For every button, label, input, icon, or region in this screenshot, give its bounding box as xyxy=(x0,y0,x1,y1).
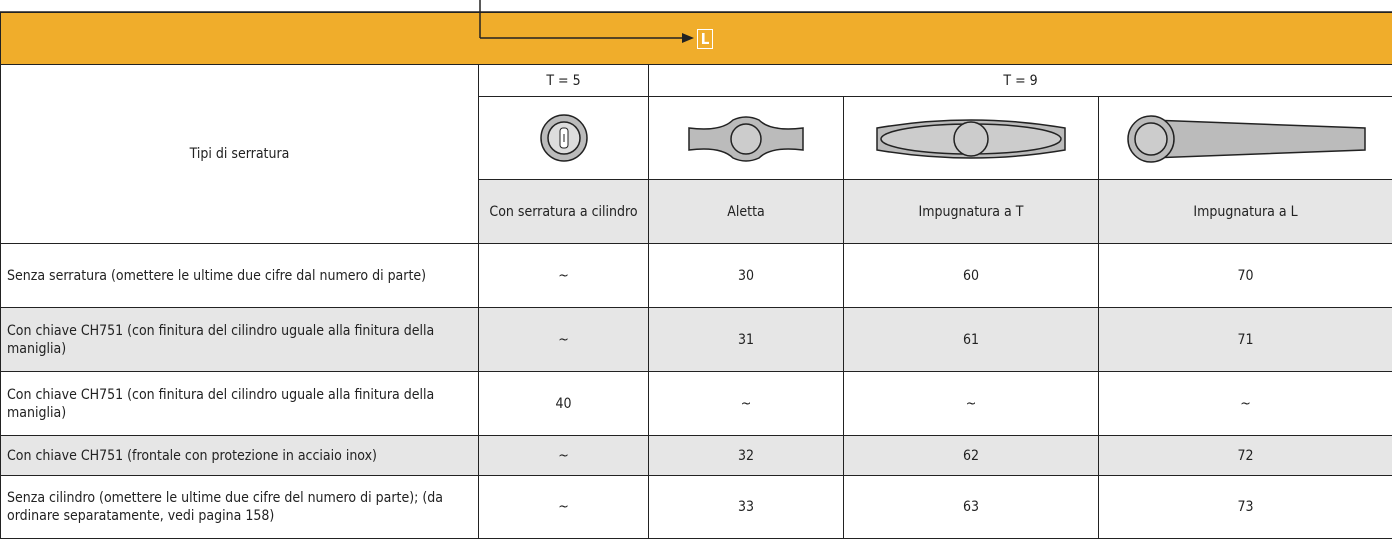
row-label: Con chiave CH751 (con finitura del cilin… xyxy=(1,308,479,372)
code-cell: ~ xyxy=(649,372,844,436)
row-label: Senza serratura (omettere le ultime due … xyxy=(1,244,479,308)
code-cell: ~ xyxy=(479,244,649,308)
group-label: T = 9 xyxy=(649,65,1392,97)
wing-icon xyxy=(681,108,811,168)
row-label: Con chiave CH751 (frontale con protezion… xyxy=(1,436,479,476)
code-cell: 62 xyxy=(844,436,1099,476)
table-row: Con chiave CH751 (con finitura del cilin… xyxy=(1,308,1392,372)
column-header: Impugnatura a T xyxy=(844,180,1099,244)
column-header: Con serratura a cilindro xyxy=(479,180,649,244)
code-cell: 73 xyxy=(1099,476,1392,539)
code-cell: 72 xyxy=(1099,436,1392,476)
lock-table: Tipi di serratura T = 5 T = 9 Con serrat… xyxy=(0,12,1392,539)
table-row: Senza serratura (omettere le ultime due … xyxy=(1,244,1392,308)
code-cell: 30 xyxy=(649,244,844,308)
table-row: Senza cilindro (omettere le ultime due c… xyxy=(1,476,1392,539)
code-cell: 63 xyxy=(844,476,1099,539)
column-header: Aletta xyxy=(649,180,844,244)
code-cell: ~ xyxy=(844,372,1099,436)
row-label: Con chiave CH751 (con finitura del cilin… xyxy=(1,372,479,436)
code-cell: 60 xyxy=(844,244,1099,308)
code-cell: 70 xyxy=(1099,244,1392,308)
code-cell: ~ xyxy=(479,308,649,372)
code-cell: ~ xyxy=(479,436,649,476)
table-row: Con chiave CH751 (frontale con protezion… xyxy=(1,436,1392,476)
code-cell: 40 xyxy=(479,372,649,436)
code-cell: ~ xyxy=(479,476,649,539)
code-cell: ~ xyxy=(1099,372,1392,436)
code-cell: 61 xyxy=(844,308,1099,372)
code-cell: 32 xyxy=(649,436,844,476)
row-label: Senza cilindro (omettere le ultime due c… xyxy=(1,476,479,539)
table-row: Con chiave CH751 (con finitura del cilin… xyxy=(1,372,1392,436)
row-header: Tipi di serratura xyxy=(1,65,479,244)
code-cell: 33 xyxy=(649,476,844,539)
code-cell: 71 xyxy=(1099,308,1392,372)
cylinder-icon xyxy=(534,108,594,168)
l-handle-icon xyxy=(1121,108,1371,168)
column-header: Impugnatura a L xyxy=(1099,180,1392,244)
marker-label: L xyxy=(697,29,713,49)
group-label: T = 5 xyxy=(479,65,649,97)
code-cell: 31 xyxy=(649,308,844,372)
table-body: Senza serratura (omettere le ultime due … xyxy=(1,244,1392,539)
t-handle-icon xyxy=(871,108,1071,168)
